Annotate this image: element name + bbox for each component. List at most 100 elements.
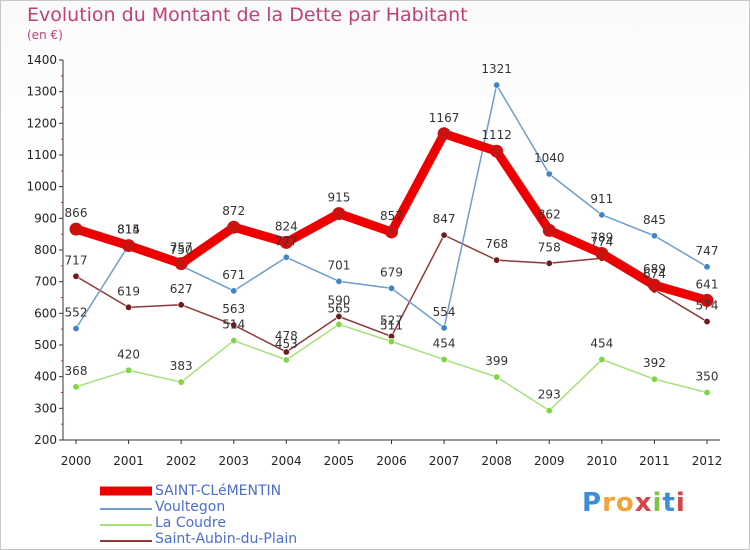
legend-label-saint-aubin-du-plain: Saint-Aubin-du-Plain	[155, 531, 298, 547]
data-point-voultegon	[650, 232, 658, 240]
legend-label-saint-clementin: SAINT-CLéMENTIN	[155, 483, 282, 499]
data-label-la-coudre: 454	[433, 337, 456, 351]
data-point-saint-aubin-du-plain	[72, 272, 80, 280]
data-label-voultegon: 554	[433, 305, 456, 319]
data-label-saint-cl-mentin: 857	[380, 209, 403, 223]
data-point-voultegon	[703, 263, 711, 271]
data-point-saint-cl-mentin	[700, 293, 714, 307]
logo-letter: t	[662, 488, 676, 518]
data-label-la-coudre: 392	[643, 356, 666, 370]
data-point-saint-cl-mentin	[174, 257, 188, 271]
data-label-saint-cl-mentin: 641	[696, 277, 719, 291]
data-point-saint-cl-mentin	[279, 235, 293, 249]
data-label-voultegon: 747	[696, 244, 719, 258]
legend-swatch-voultegon	[100, 508, 152, 510]
data-label-la-coudre: 350	[696, 370, 719, 384]
data-point-saint-aubin-du-plain	[125, 303, 133, 311]
legend-label-la-coudre: La Coudre	[155, 515, 226, 531]
data-point-la-coudre	[72, 383, 80, 391]
legend-swatch-saint-aubin-du-plain	[100, 540, 152, 542]
x-tick-label: 2008	[481, 454, 512, 468]
data-point-saint-aubin-du-plain	[493, 256, 501, 264]
y-tick-label: 1300	[26, 85, 57, 99]
data-label-saint-aubin-du-plain: 563	[222, 302, 245, 316]
y-tick-label: 1200	[26, 116, 57, 130]
data-label-saint-aubin-du-plain: 590	[327, 294, 350, 308]
data-label-voultegon: 750	[170, 243, 193, 257]
x-tick-label: 2012	[692, 454, 723, 468]
data-label-la-coudre: 399	[485, 354, 508, 368]
data-point-voultegon	[72, 325, 80, 333]
data-point-la-coudre	[387, 338, 395, 346]
data-point-la-coudre	[230, 337, 238, 345]
data-point-saint-aubin-du-plain	[440, 231, 448, 239]
data-point-saint-cl-mentin	[542, 223, 556, 237]
data-point-la-coudre	[493, 373, 501, 381]
legend-label-voultegon: Voultegon	[155, 499, 226, 515]
legend-swatch-saint-clementin	[100, 486, 152, 496]
x-tick-label: 2005	[324, 454, 355, 468]
data-label-saint-cl-mentin: 1167	[429, 111, 460, 125]
data-label-la-coudre: 454	[590, 337, 613, 351]
data-point-saint-aubin-du-plain	[335, 312, 343, 320]
data-point-la-coudre	[440, 356, 448, 364]
data-point-voultegon	[335, 277, 343, 285]
x-tick-label: 2004	[271, 454, 302, 468]
logo-letter: i	[652, 488, 663, 518]
data-label-saint-aubin-du-plain: 674	[643, 267, 666, 281]
y-tick-label: 1100	[26, 148, 57, 162]
data-point-saint-cl-mentin	[385, 225, 398, 239]
legend-swatch-la-coudre	[100, 524, 152, 526]
proxiti-logo: Proxiti	[582, 488, 686, 518]
logo-letter: P	[582, 488, 603, 518]
data-label-voultegon: 701	[327, 258, 350, 272]
data-label-saint-cl-mentin: 1112	[481, 128, 512, 142]
data-point-saint-cl-mentin	[69, 222, 83, 236]
data-label-saint-cl-mentin: 757	[170, 241, 193, 255]
x-tick-label: 2009	[534, 454, 565, 468]
data-label-saint-aubin-du-plain: 768	[485, 237, 508, 251]
y-tick-label: 400	[34, 370, 57, 384]
y-tick-label: 300	[34, 401, 57, 415]
x-tick-label: 2010	[587, 454, 618, 468]
legend-item: SAINT-CLéMENTIN	[100, 483, 360, 499]
x-tick-label: 2006	[376, 454, 407, 468]
chart-title: Evolution du Montant de la Dette par Hab…	[27, 4, 468, 26]
logo-letter: i	[675, 488, 686, 518]
data-label-saint-cl-mentin: 814	[117, 223, 140, 237]
data-label-saint-aubin-du-plain: 574	[696, 299, 719, 313]
data-point-la-coudre	[545, 407, 553, 415]
data-label-voultegon: 777	[275, 234, 298, 248]
data-point-voultegon	[598, 211, 606, 219]
y-tick-label: 200	[34, 433, 57, 447]
data-label-voultegon: 679	[380, 265, 403, 279]
data-label-saint-cl-mentin: 866	[65, 206, 88, 220]
y-tick-label: 1000	[26, 180, 57, 194]
data-point-saint-aubin-du-plain	[282, 348, 290, 356]
data-label-saint-aubin-du-plain: 774	[590, 235, 613, 249]
data-label-saint-aubin-du-plain: 527	[380, 313, 403, 327]
y-tick-label: 900	[34, 211, 57, 225]
data-label-la-coudre: 368	[65, 364, 88, 378]
x-tick-label: 2002	[166, 454, 197, 468]
data-point-la-coudre	[703, 388, 711, 396]
data-point-la-coudre	[177, 378, 185, 386]
legend-item: La Coudre	[100, 515, 360, 531]
y-tick-label: 700	[34, 275, 57, 289]
y-tick-label: 600	[34, 306, 57, 320]
x-tick-label: 2001	[113, 454, 144, 468]
data-label-saint-cl-mentin: 824	[275, 219, 298, 233]
data-point-saint-aubin-du-plain	[545, 259, 553, 267]
legend-item: Saint-Aubin-du-Plain	[100, 531, 360, 547]
data-label-saint-aubin-du-plain: 478	[275, 329, 298, 343]
data-point-saint-aubin-du-plain	[230, 321, 238, 329]
data-point-voultegon	[440, 324, 448, 332]
data-point-saint-cl-mentin	[227, 220, 241, 234]
data-label-saint-aubin-du-plain: 717	[65, 253, 88, 267]
data-label-saint-aubin-du-plain: 847	[433, 212, 456, 226]
data-point-saint-cl-mentin	[437, 127, 451, 141]
data-label-saint-cl-mentin: 689	[643, 262, 666, 276]
data-point-saint-cl-mentin	[490, 144, 504, 158]
data-label-voultegon: 1040	[534, 151, 565, 165]
